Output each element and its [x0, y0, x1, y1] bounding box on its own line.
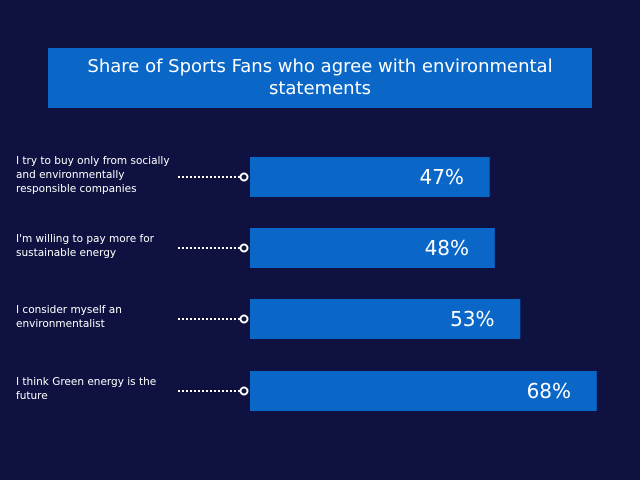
bar — [250, 228, 495, 268]
connector-dot — [239, 172, 249, 182]
bar — [250, 371, 597, 411]
connector-dot — [239, 386, 249, 396]
category-label: I'm willing to pay more for sustainable … — [16, 233, 154, 259]
connector-dot — [239, 243, 249, 253]
data-label: 68% — [527, 379, 571, 403]
category-label: I think Green energy is the future — [16, 376, 157, 402]
data-label: 48% — [425, 236, 469, 260]
chart-title: Share of Sports Fans who agree with envi… — [87, 56, 553, 99]
category-label: I consider myself an environmentalist — [16, 304, 122, 330]
category-label: I try to buy only from socially and envi… — [16, 155, 170, 195]
bar — [250, 299, 521, 339]
connector-dot — [239, 314, 249, 324]
bar — [250, 157, 490, 197]
data-label: 47% — [419, 165, 463, 189]
data-label: 53% — [450, 307, 494, 331]
chart-title-box: Share of Sports Fans who agree with envi… — [48, 48, 592, 108]
